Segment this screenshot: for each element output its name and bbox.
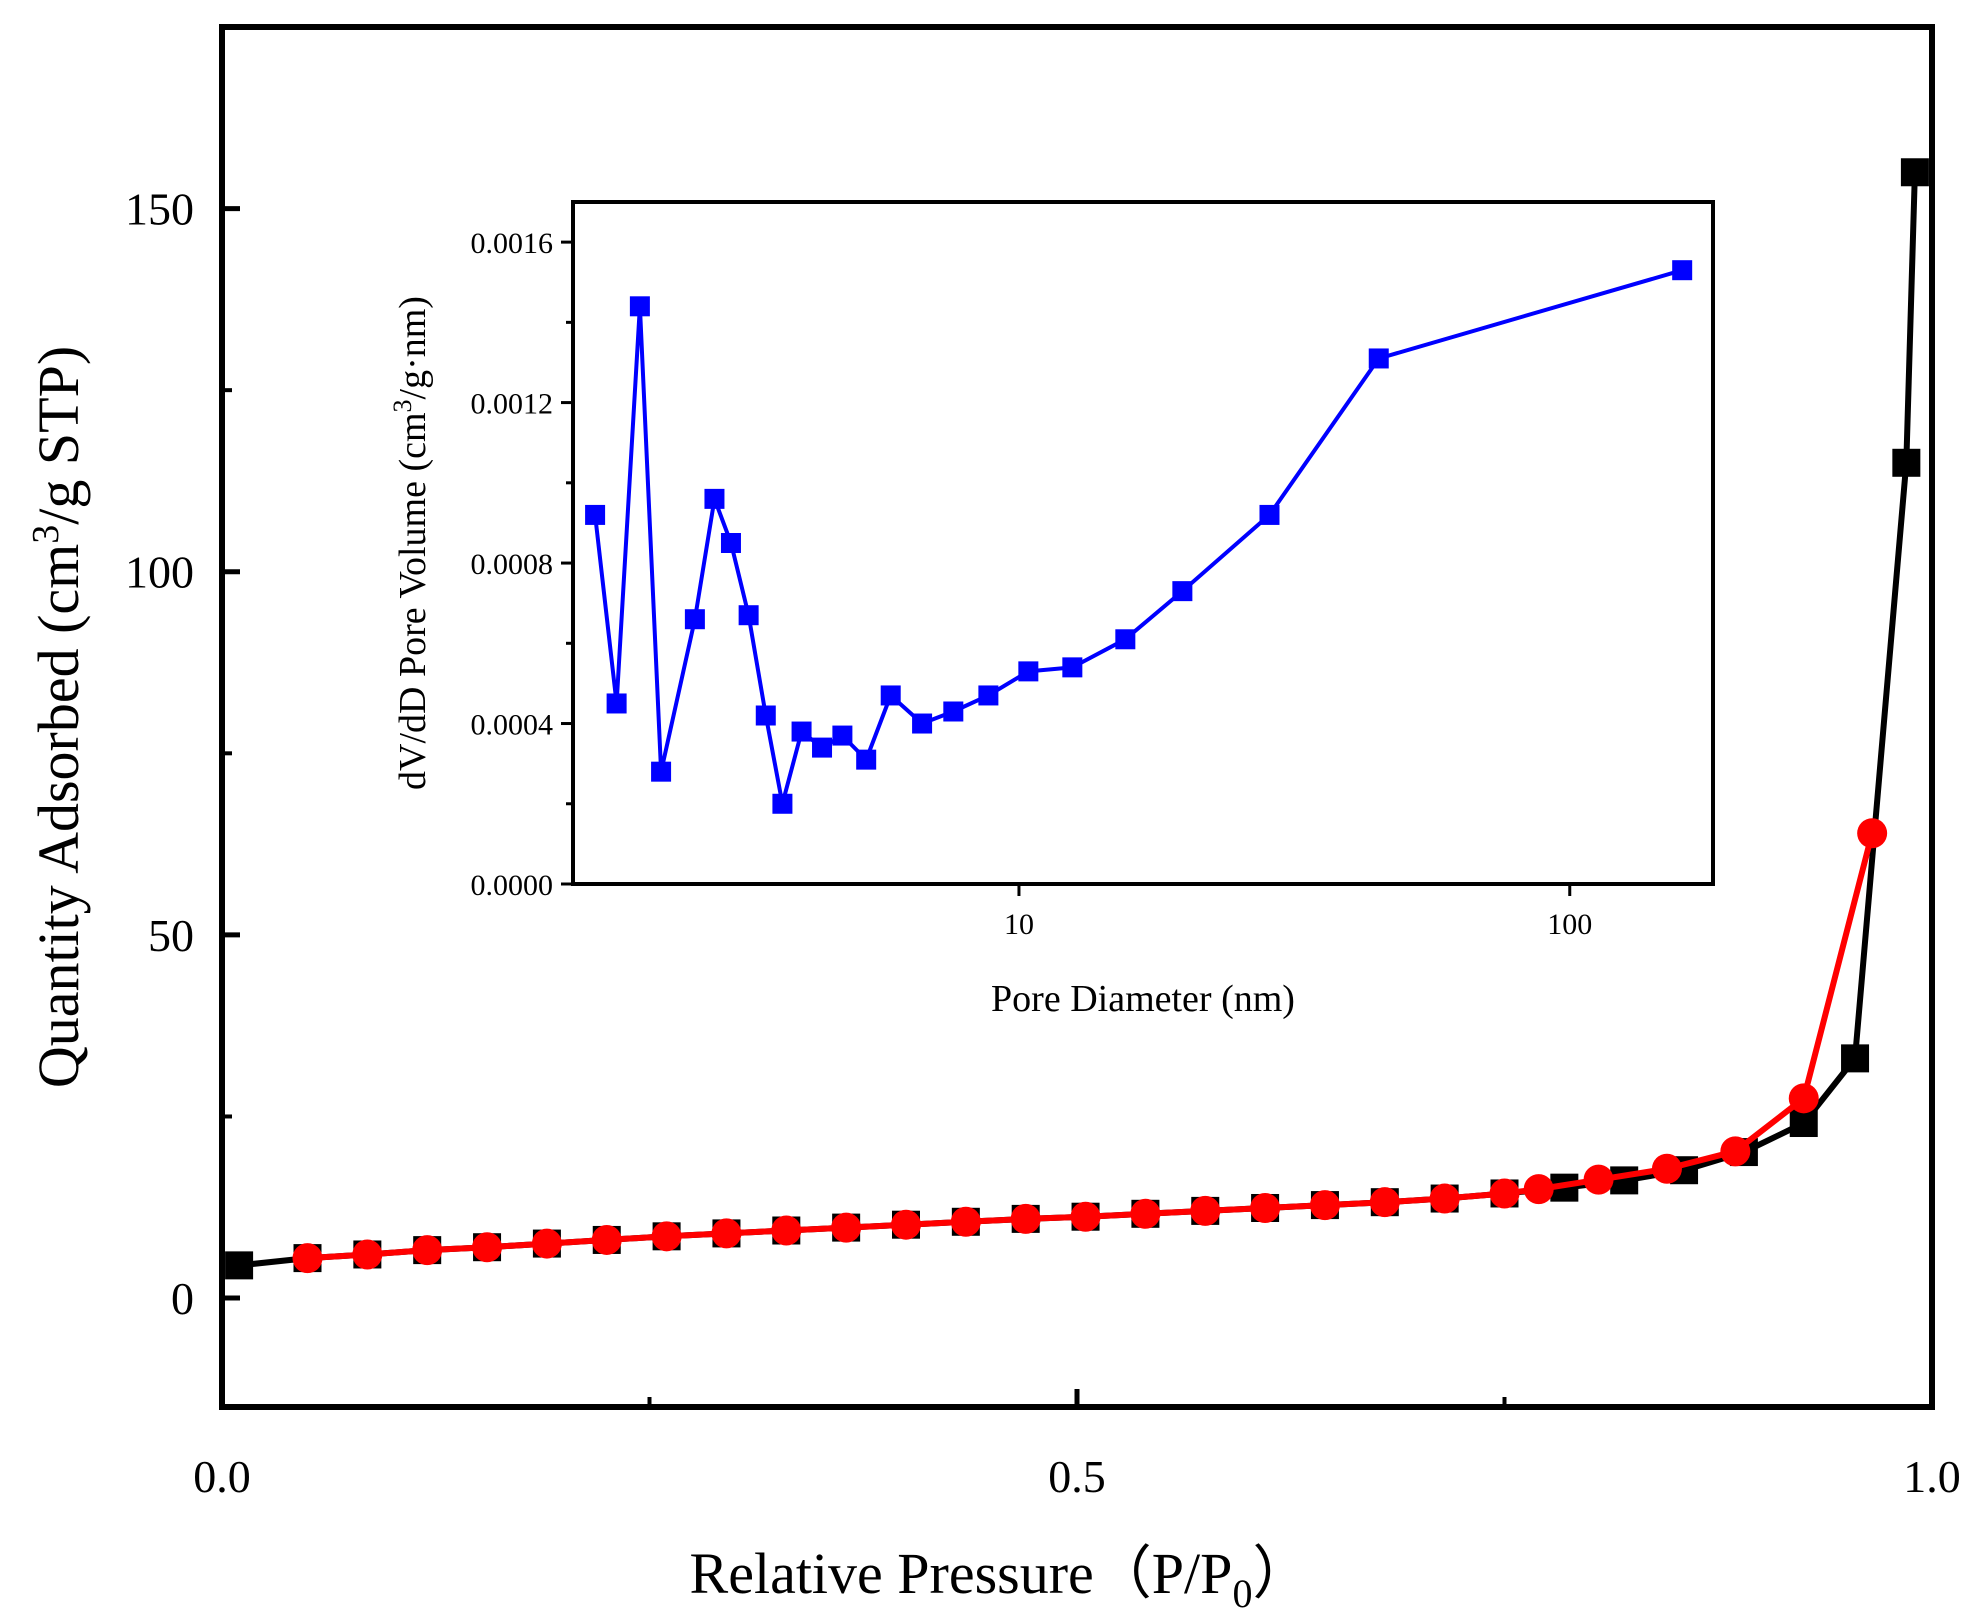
desorption-point [1429, 1183, 1460, 1214]
pore-distribution-point [832, 725, 853, 746]
desorption-point [472, 1232, 503, 1263]
main-series-group [225, 158, 1929, 1280]
inset-x-tick-label: 10 [1004, 908, 1034, 941]
desorption-point [651, 1221, 682, 1252]
pore-distribution-point [812, 737, 833, 758]
inset-y-axis-title-text: dV/dD Pore Volume (cm [392, 412, 434, 790]
inset-y-axis-title-superscript: 3 [388, 399, 417, 412]
inset-y-tick-label: 0.0012 [471, 388, 554, 421]
desorption-point [1190, 1195, 1221, 1226]
pore-distribution-point [651, 761, 672, 782]
desorption-point [352, 1239, 383, 1270]
desorption-point [1369, 1187, 1400, 1218]
inset-x-axis-title: Pore Diameter (nm) [991, 978, 1295, 1020]
pore-distribution-point [1368, 348, 1389, 369]
pore-distribution-point [704, 488, 725, 509]
main-x-tick-label: 0.0 [193, 1451, 251, 1502]
main-y-tick-label: 0 [171, 1273, 194, 1324]
pore-distribution-point [1018, 661, 1039, 682]
main-x-tick-label: 0.5 [1048, 1451, 1106, 1502]
inset-y-tick-label: 0.0016 [471, 227, 554, 260]
desorption-point [1309, 1190, 1340, 1221]
adsorption-point [1900, 158, 1929, 187]
inset-x-tick-label: 100 [1547, 908, 1592, 941]
desorption-point [1523, 1174, 1554, 1205]
desorption-point [1250, 1192, 1281, 1223]
desorption-point [771, 1215, 802, 1246]
pore-distribution-point [1672, 260, 1693, 281]
desorption-point [1857, 818, 1888, 849]
pore-distribution-point [772, 793, 793, 814]
desorption-point [1010, 1203, 1041, 1234]
desorption-point [1489, 1178, 1520, 1209]
adsorption-point [1789, 1109, 1818, 1138]
desorption-point [1070, 1201, 1101, 1232]
inset-y-tick-label: 0.0004 [471, 709, 554, 742]
pore-distribution-point [606, 693, 627, 714]
pore-distribution-point [629, 296, 650, 317]
desorption-point [292, 1243, 323, 1274]
main-y-axis-title-superscript: 3 [25, 525, 67, 544]
main-y-axis-title-tail: /g STP) [26, 346, 91, 525]
desorption-point [891, 1209, 921, 1240]
adsorption-point [1610, 1166, 1639, 1195]
main-y-axis-title: Quantity Adsorbed (cm3/g STP) [25, 346, 91, 1088]
inset-ticks-group: 10 100 0.0000 0.0004 0.0008 0.0012 0.0016 [471, 227, 1593, 941]
pore-distribution-point [880, 685, 901, 706]
pore-distribution-point [1062, 657, 1083, 678]
desorption-point [1788, 1083, 1819, 1114]
main-x-axis-title: Relative Pressure（P/P0） [690, 1541, 1311, 1616]
pore-distribution-point [720, 533, 741, 553]
main-y-tick-label: 100 [125, 547, 194, 598]
pore-distribution-point [1115, 629, 1136, 650]
desorption-point [1651, 1153, 1682, 1184]
desorption-point [412, 1235, 443, 1266]
pore-distribution-point [856, 749, 877, 770]
pore-distribution-point [912, 713, 933, 734]
inset-chart: 10 100 0.0000 0.0004 0.0008 0.0012 0.0016 Pore… [388, 200, 1715, 1020]
pore-distribution-point [791, 721, 812, 742]
inset-background [573, 202, 1713, 884]
desorption-point [711, 1218, 742, 1249]
pore-distribution-point [585, 504, 606, 525]
desorption-point [531, 1228, 562, 1259]
pore-distribution-point [978, 685, 999, 706]
main-ticks-group: 0.0 0.5 1.0 0 50 100 150 [125, 184, 1961, 1502]
desorption-point [950, 1206, 981, 1237]
pore-distribution-point [1259, 504, 1280, 525]
pore-distribution-point [738, 605, 759, 626]
main-y-axis-title-text: Quantity Adsorbed (cm [26, 544, 91, 1088]
main-x-axis-title-tail: ） [1252, 1541, 1310, 1606]
inset-y-axis-title-tail: /g·nm) [392, 296, 434, 399]
desorption-point [831, 1212, 862, 1243]
desorption-point [1583, 1164, 1614, 1195]
main-series-desorption [292, 818, 1888, 1274]
adsorption-point [1892, 448, 1921, 477]
desorption-point [1130, 1198, 1161, 1229]
inset-y-tick-label: 0.0008 [471, 548, 554, 581]
inset-plot-frame [571, 200, 1715, 886]
pore-distribution-point [755, 705, 776, 726]
pore-distribution-point [943, 701, 964, 722]
desorption-point [1720, 1136, 1751, 1167]
inset-series-group [585, 260, 1693, 814]
inset-y-tick-label: 0.0000 [471, 869, 554, 902]
inset-series-pore-distribution [585, 260, 1693, 814]
inset-y-axis-title: dV/dD Pore Volume (cm3/g·nm) [388, 296, 434, 790]
pore-distribution-point [1172, 581, 1193, 602]
main-x-axis-title-text: Relative Pressure（P/P [690, 1541, 1233, 1606]
adsorption-point [225, 1251, 254, 1280]
main-y-tick-label: 50 [148, 910, 194, 961]
adsorption-point [1841, 1044, 1870, 1073]
main-y-tick-label: 150 [125, 184, 194, 235]
pore-distribution-point [684, 609, 705, 630]
main-x-axis-title-subscript: 0 [1232, 1571, 1252, 1616]
desorption-point [591, 1224, 622, 1255]
main-x-tick-label: 1.0 [1903, 1451, 1961, 1502]
